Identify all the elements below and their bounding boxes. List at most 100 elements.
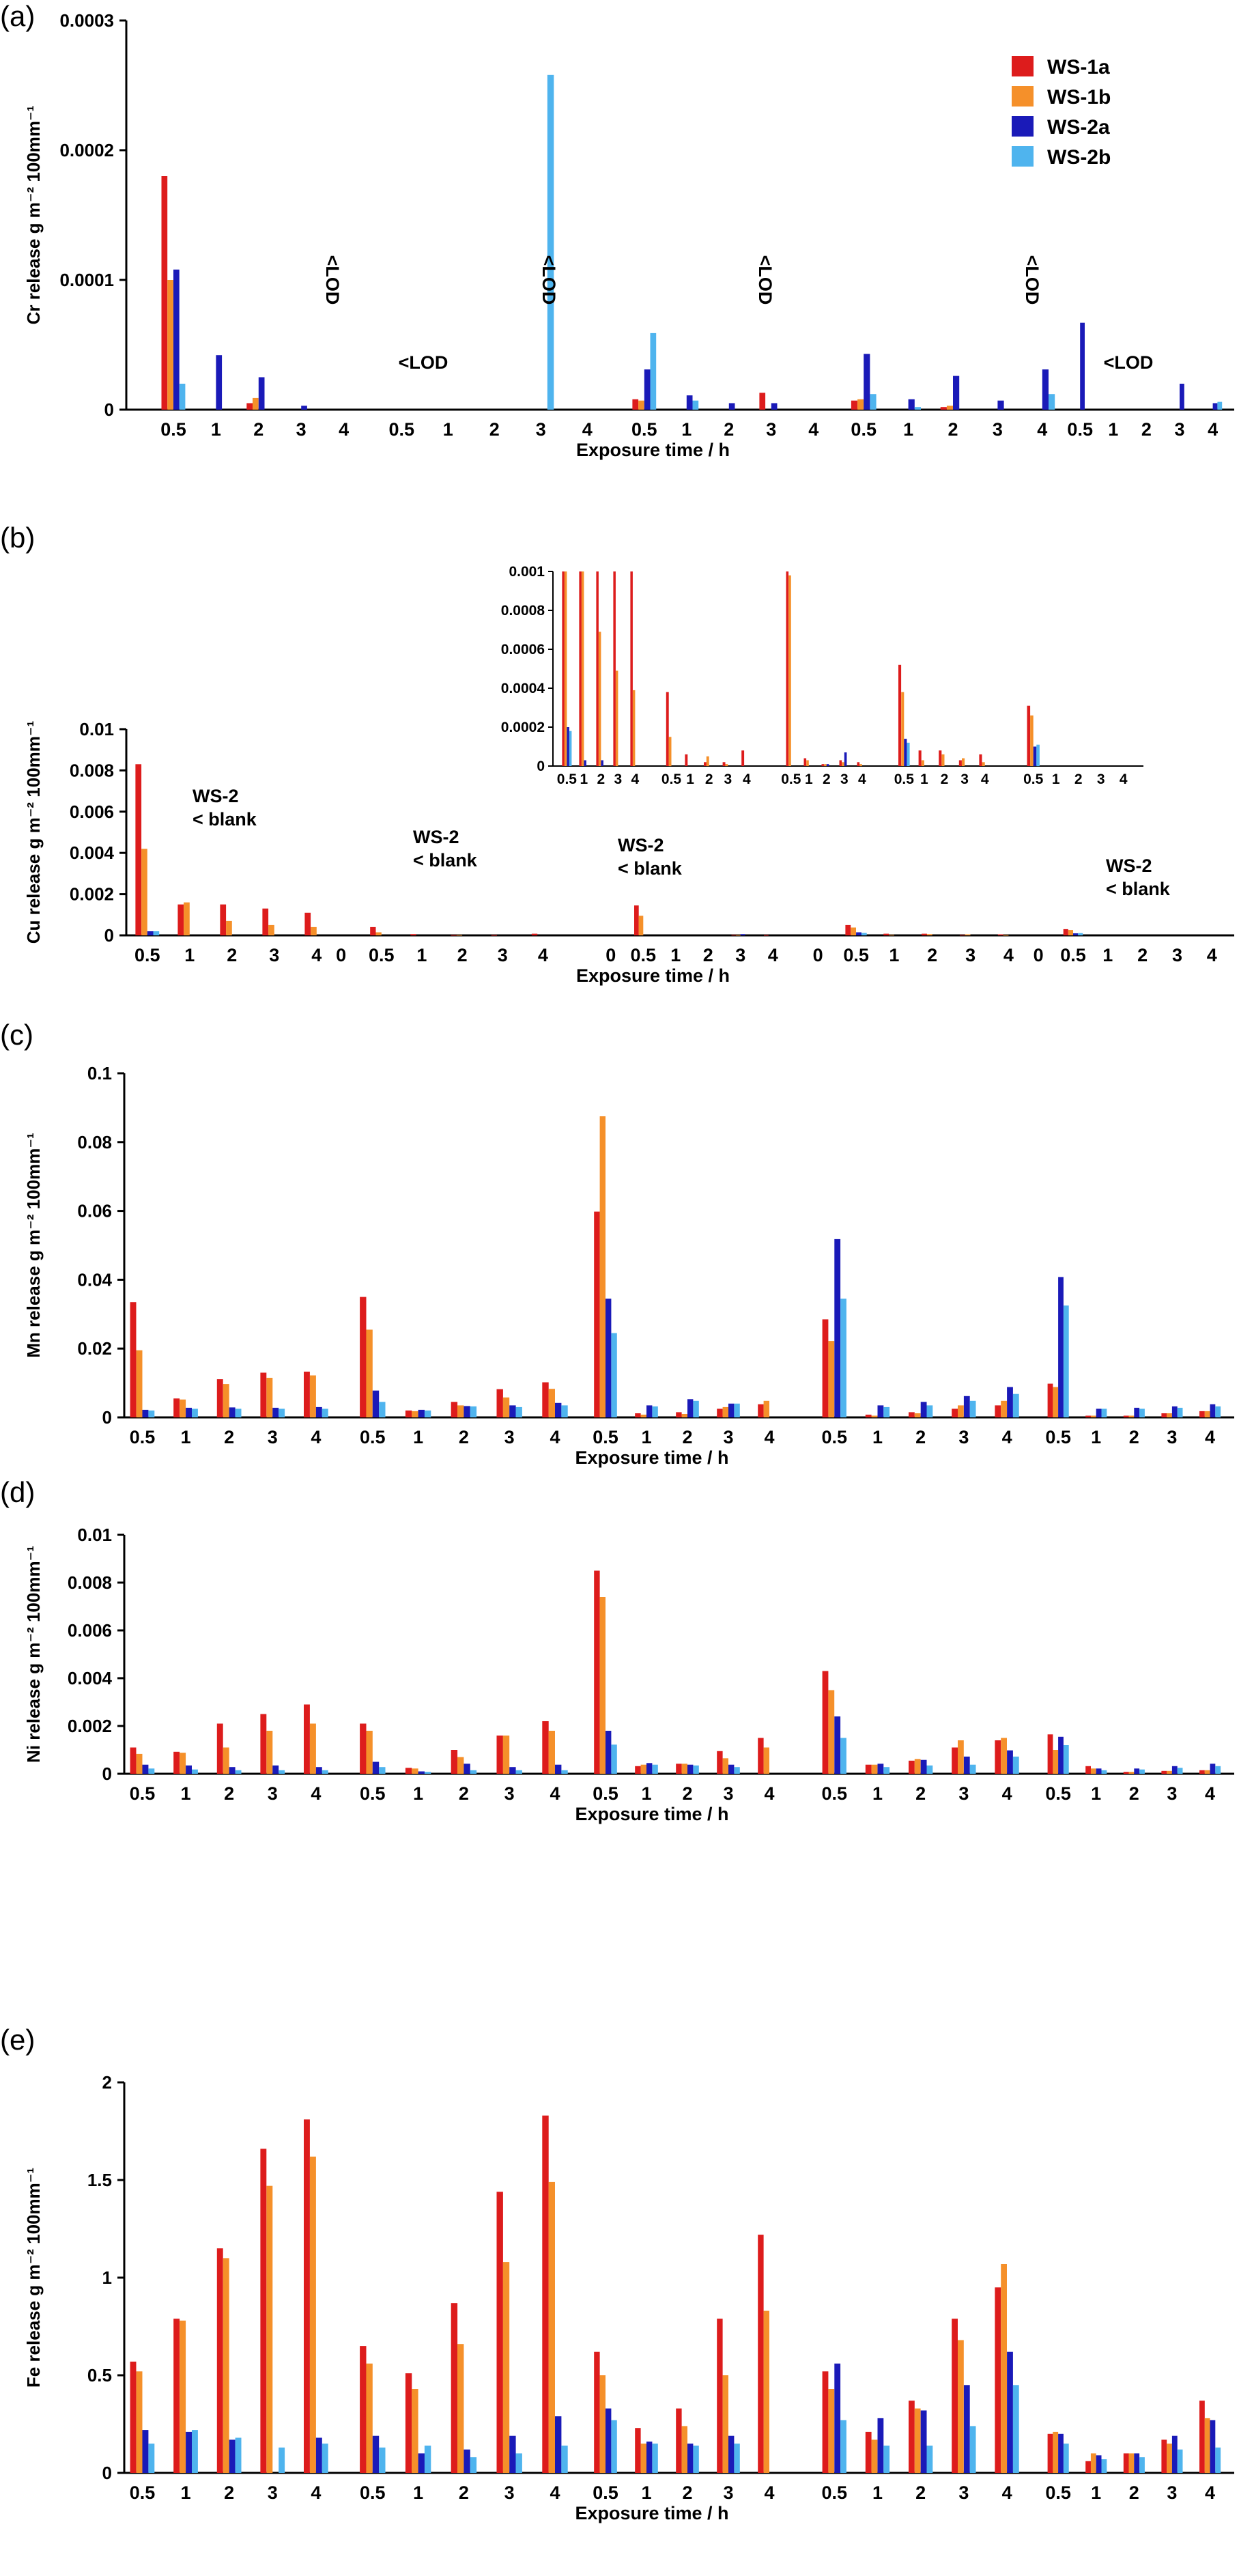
panel-d-bar-g4-1-ws-2a — [877, 1764, 884, 1774]
panel-e-bar-g1-0.5-ws-1a — [130, 2362, 137, 2473]
panel-c-bar-g5-1-ws-1b — [1090, 1415, 1096, 1417]
panel-d-xtick: 0.5 — [1045, 1783, 1071, 1804]
panel-d-xtick: 4 — [311, 1783, 321, 1804]
legend-label-ws-1a: WS-1a — [1047, 56, 1110, 79]
panel-d-bar-g2-0.5-ws-2a — [372, 1761, 380, 1774]
panel-a-xtick: 1 — [443, 419, 453, 440]
panel-c-xtick: 1 — [641, 1427, 651, 1447]
panel-e-bar-g1-1-ws-1a — [173, 2319, 180, 2473]
panel-e-bar-g2-3-ws-2b — [515, 2453, 522, 2473]
panel-a-lod-annotation: <LOD — [399, 352, 448, 373]
panel-e-bar-g2-4-ws-2b — [561, 2446, 568, 2473]
panel-e-y-axis-title: Fe release g m⁻² 100mm⁻¹ — [23, 2168, 44, 2388]
panel-e-bar-g4-0.5-ws-1a — [822, 2371, 829, 2473]
panel-a-bar-g5-0.5-ws-2a — [1080, 322, 1085, 410]
inset-bar-g4-1-ws-1a — [918, 750, 922, 766]
panel-e-bar-g4-2-ws-2b — [926, 2446, 933, 2473]
inset-bar-g1-4-ws-1a — [630, 571, 633, 766]
inset-xtick: 0.5 — [781, 772, 801, 787]
panel-e-bar-g5-0.5-ws-1b — [1053, 2431, 1059, 2473]
panel-b-blank-annotation: WS-2 < blank — [413, 827, 478, 871]
inset-bar-g4-0.5-ws-1a — [898, 664, 902, 766]
panel-c-bar-g2-3-ws-2b — [515, 1406, 522, 1417]
panel-c-xtick: 3 — [958, 1427, 969, 1447]
panel-c-bar-g1-3-ws-1b — [266, 1378, 273, 1417]
panel-e-bar-g1-1-ws-2a — [186, 2431, 192, 2473]
panel-c-bar-g2-1-ws-2b — [424, 1410, 431, 1417]
panel-d-bar-g4-4-ws-1b — [1001, 1738, 1007, 1774]
inset-bar-g2-4-ws-1a — [741, 750, 745, 766]
legend-swatch-ws-2b — [1012, 146, 1034, 167]
panel-d-bar-g1-4-ws-2a — [315, 1767, 322, 1774]
panel-d-ytick-label: 0.002 — [68, 1716, 112, 1736]
panel-e-xtick: 0.5 — [1045, 2482, 1071, 2503]
panel-e-bar-g4-4-ws-2a — [1007, 2351, 1013, 2473]
panel-d-bar-g5-0.5-ws-1a — [1047, 1734, 1053, 1774]
panel-e-xtick: 1 — [641, 2482, 651, 2503]
panel-c-bar-g1-4-ws-2a — [315, 1406, 322, 1417]
panel-d-bar-g5-0.5-ws-2b — [1063, 1745, 1069, 1774]
panel-a-bar-g4-2-ws-1a — [940, 407, 947, 410]
panel-c-xtick: 0.5 — [1045, 1427, 1071, 1447]
panel-d-bar-g3-1-ws-2b — [652, 1764, 658, 1774]
panel-b-ytick-label: 0.008 — [70, 760, 114, 780]
panel-d-bar-g2-1-ws-1a — [405, 1768, 412, 1774]
panel-e-bar-g5-1-ws-2a — [1096, 2455, 1102, 2473]
panel-c-bar-g1-2-ws-2b — [235, 1409, 242, 1417]
panel-b-xtick: 0 — [336, 945, 346, 965]
panel-d-bar-g2-4-ws-2b — [561, 1770, 568, 1774]
panel-d-bar-g3-0.5-ws-2a — [606, 1731, 612, 1774]
panel-c-bar-g4-2-ws-2b — [926, 1405, 933, 1417]
panel-a-bar-g4-2-ws-1b — [946, 406, 954, 410]
inset-bar-g2-2-ws-1b — [706, 756, 709, 767]
panel-a-bar-g1-1-ws-2a — [216, 355, 223, 410]
inset-bar-g4-2-ws-1b — [941, 754, 945, 766]
inset-xtick: 1 — [920, 772, 928, 787]
panel-d-xtick: 1 — [413, 1783, 423, 1804]
panel-c-bar-g3-0.5-ws-2a — [606, 1299, 612, 1417]
panel-c-ytick-label: 0.06 — [77, 1201, 112, 1221]
panel-d-xtick: 2 — [915, 1783, 926, 1804]
inset-xtick: 3 — [960, 772, 969, 787]
panel-e-bar-g5-4-ws-2b — [1215, 2447, 1221, 2473]
panel-b-xtick: 4 — [311, 945, 322, 965]
panel-c-bar-g4-4-ws-1a — [995, 1405, 1001, 1417]
inset-bar-g4-4-ws-1b — [982, 762, 985, 766]
panel-c-bar-g5-4-ws-1a — [1199, 1411, 1205, 1417]
panel-a-bar-g5-4-ws-2b — [1217, 401, 1223, 410]
panel-d-bar-g4-3-ws-1b — [958, 1740, 964, 1774]
panel-c-xtick: 1 — [181, 1427, 191, 1447]
panel-e-bar-g3-3-ws-1b — [722, 2375, 728, 2473]
panel-a-lod-annotation: <LOD — [1022, 255, 1042, 305]
panel-e-bar-g2-1-ws-2a — [418, 2453, 425, 2473]
inset-bar-g3-4-ws-1b — [859, 764, 862, 767]
panel-c-bar-g5-2-ws-1a — [1123, 1415, 1129, 1417]
panel-d-bar-g1-1-ws-1b — [180, 1753, 186, 1774]
panel-d-bar-g2-2-ws-1a — [451, 1750, 458, 1774]
panel-a-xtick: 3 — [766, 419, 776, 440]
panel-b-ytick-label: 0.01 — [79, 719, 114, 739]
inset-bar-g5-0.5-ws-2a — [1033, 746, 1037, 766]
panel-e-ytick-label: 0.5 — [87, 2365, 112, 2386]
panel-b-bar-g1-0.5-ws-2a — [147, 931, 154, 935]
panel-b-bar-g5-0.5-ws-2b — [1078, 933, 1083, 935]
panel-d-bar-g1-0.5-ws-1a — [130, 1747, 137, 1774]
panel-a-bar-g3-2-ws-2a — [728, 403, 735, 410]
panel-a-xtick: 1 — [1108, 419, 1118, 440]
panel-e-xtick: 0.5 — [822, 2482, 848, 2503]
panel-e-bar-g5-3-ws-2a — [1171, 2435, 1178, 2473]
panel-a-xtick: 4 — [808, 419, 818, 440]
panel-b-blank-annotation-line: WS-2 — [413, 827, 459, 847]
panel-d-bar-g2-4-ws-1a — [542, 1721, 549, 1774]
panel-e-bar-g2-1-ws-1b — [412, 2389, 418, 2473]
panel-e-bar-g1-3-ws-2b — [279, 2447, 285, 2473]
panel-d-bar-g4-4-ws-2b — [1012, 1756, 1019, 1774]
panel-c-bar-g4-0.5-ws-1a — [822, 1319, 829, 1417]
inset-ytick-label: 0.001 — [509, 564, 545, 580]
panel-c-bar-g4-0.5-ws-2b — [840, 1299, 846, 1417]
panel-c-xtick: 2 — [682, 1427, 692, 1447]
panel-d-bar-g5-4-ws-1b — [1204, 1770, 1210, 1774]
legend-swatch-ws-2a — [1012, 116, 1034, 137]
panel-b-bar-g1-0.5-ws-1a — [135, 764, 142, 935]
panel-a-bar-g3-0.5-ws-1b — [638, 400, 644, 410]
